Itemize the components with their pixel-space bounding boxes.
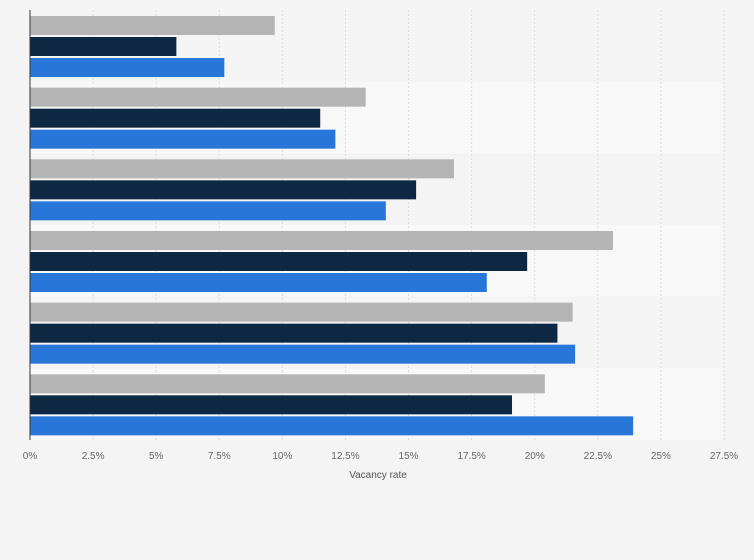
bar — [30, 302, 573, 322]
bar — [30, 58, 225, 77]
bar — [30, 16, 275, 35]
x-tick-label: 22.5% — [584, 451, 612, 462]
bar — [30, 323, 558, 343]
x-tick-label: 17.5% — [457, 451, 485, 462]
x-tick-label: 15% — [399, 451, 419, 462]
x-tick-label: 10% — [272, 451, 292, 462]
bar — [30, 344, 576, 364]
bar — [30, 129, 336, 149]
bar — [30, 201, 386, 221]
x-axis-title: Vacancy rate — [349, 470, 407, 481]
bar — [30, 231, 613, 250]
bar — [30, 273, 487, 292]
bar — [30, 37, 177, 56]
x-tick-label: 5% — [149, 451, 164, 462]
x-tick-label: 0% — [23, 451, 38, 462]
bar — [30, 180, 417, 200]
x-tick-label: 27.5% — [710, 451, 738, 462]
x-tick-label: 20% — [525, 451, 545, 462]
x-tick-label: 7.5% — [208, 451, 231, 462]
x-tick-label: 12.5% — [331, 451, 359, 462]
bar — [30, 374, 545, 394]
x-tick-label: 25% — [651, 451, 671, 462]
bar — [30, 416, 634, 436]
bar — [30, 159, 454, 179]
bar — [30, 87, 366, 107]
bar — [30, 108, 321, 128]
bar — [30, 252, 528, 271]
x-tick-label: 2.5% — [82, 451, 105, 462]
bar — [30, 395, 513, 415]
